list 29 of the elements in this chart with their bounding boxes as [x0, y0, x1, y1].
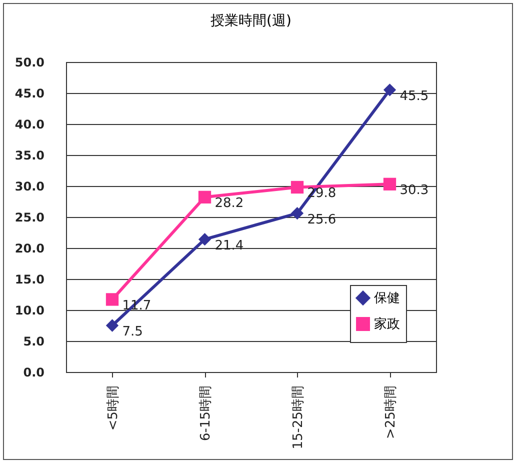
- point: [383, 84, 396, 96]
- y-tick-label: 30.0: [14, 180, 44, 194]
- point: [106, 293, 119, 306]
- chart-title: 授業時間(週): [210, 13, 292, 29]
- y-tick-label: 40.0: [14, 118, 44, 132]
- y-tick-label: 50.0: [14, 56, 44, 70]
- point: [383, 178, 396, 190]
- point: [290, 180, 304, 194]
- y-tick-label: 10.0: [14, 304, 44, 318]
- y-tick-label: 5.0: [23, 334, 44, 348]
- y-tick-label: 20.0: [14, 242, 44, 256]
- legend-label: 保健: [374, 291, 400, 306]
- y-tick-label: 15.0: [14, 272, 44, 286]
- y-tick-label: 45.0: [14, 86, 44, 100]
- point: [106, 319, 119, 332]
- data-label: 28.2: [214, 196, 244, 212]
- x-tick-label: 15-25時間: [290, 386, 306, 450]
- legend-label: 家政: [374, 316, 400, 332]
- x-tick-label: <5時間: [106, 386, 121, 431]
- y-tick-label: 25.0: [14, 210, 44, 224]
- data-label: 7.5: [122, 324, 143, 340]
- x-tick-label: >25時間: [383, 386, 398, 439]
- point: [198, 232, 212, 246]
- point: [290, 206, 304, 220]
- y-tick-label: 35.0: [14, 148, 44, 162]
- x-tick-label: 6-15時間: [198, 386, 214, 442]
- data-label: 30.3: [400, 183, 429, 198]
- point: [198, 190, 212, 204]
- y-tick-label: 0.0: [23, 366, 44, 380]
